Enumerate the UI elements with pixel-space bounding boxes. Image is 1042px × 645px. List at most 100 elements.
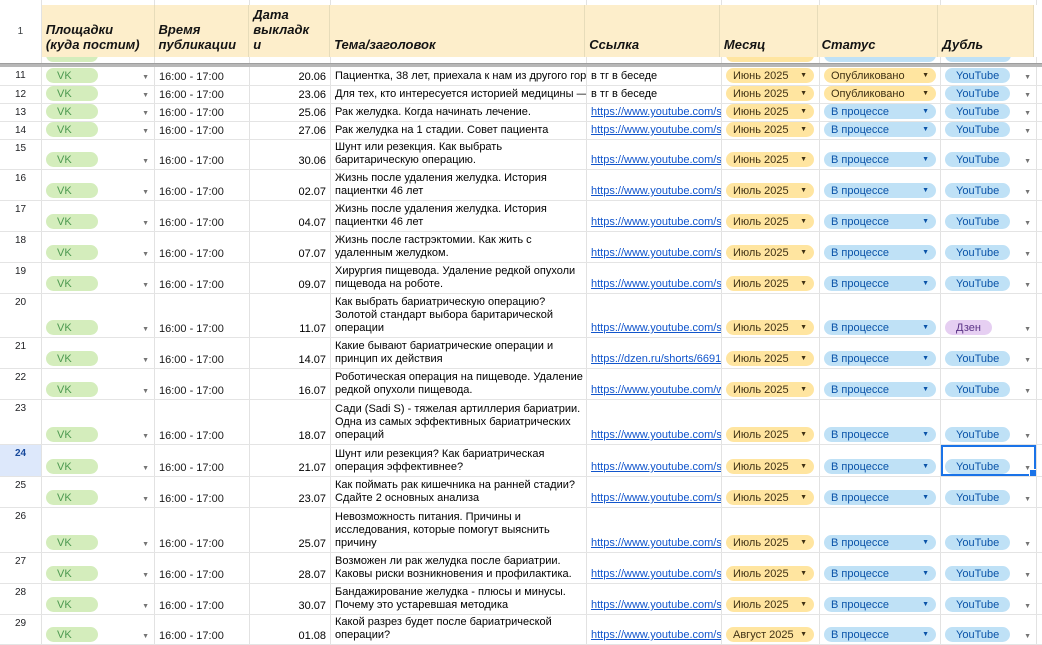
time-cell[interactable]: 16:00 - 17:00 <box>155 104 250 121</box>
month-chip[interactable]: Июнь 2025 ▼ <box>726 122 814 137</box>
link[interactable]: https://www.youtube.com/s <box>591 278 722 290</box>
dropdown-arrow-icon[interactable]: ▼ <box>1024 433 1031 440</box>
status-cell[interactable]: В процессе ▼ <box>820 294 941 337</box>
platform-cell[interactable]: VK ▼ <box>42 263 155 293</box>
double-chip[interactable]: YouTube <box>945 276 1011 291</box>
month-cell[interactable]: Июнь 2025 ▼ <box>722 104 820 121</box>
chevron-down-icon[interactable]: ▼ <box>922 355 929 362</box>
column-header-status[interactable]: Статус <box>817 5 939 57</box>
topic-cell[interactable]: Бандажирование желудка - плюсы и минусы.… <box>331 584 587 614</box>
platform-cell[interactable]: VK ▼ <box>42 400 155 444</box>
month-cell[interactable]: Июнь 2025 ▼ <box>722 122 820 139</box>
date-cell[interactable]: 25.06 <box>250 104 331 121</box>
status-cell[interactable]: В процессе ▼ <box>820 232 941 262</box>
chevron-down-icon[interactable]: ▼ <box>800 355 807 362</box>
dropdown-arrow-icon[interactable]: ▼ <box>1024 220 1031 227</box>
chevron-down-icon[interactable]: ▼ <box>922 601 929 608</box>
chevron-down-icon[interactable]: ▼ <box>800 90 807 97</box>
platform-chip[interactable]: VK <box>46 566 98 581</box>
chevron-down-icon[interactable]: ▼ <box>800 386 807 393</box>
chevron-down-icon[interactable]: ▼ <box>800 218 807 225</box>
month-chip[interactable]: Июнь 2025 ▼ <box>726 152 814 167</box>
month-cell[interactable]: Июль 2025 ▼ <box>722 445 820 476</box>
link-cell[interactable]: https://www.youtube.com/s <box>587 445 722 476</box>
link-cell[interactable]: https://dzen.ru/shorts/6691 <box>587 338 722 368</box>
status-chip[interactable]: В процессе ▼ <box>824 627 936 642</box>
status-chip[interactable]: В процессе ▼ <box>824 566 936 581</box>
link-cell[interactable]: https://www.youtube.com/s <box>587 170 722 200</box>
topic-cell[interactable]: Для тех, кто интересуется историей медиц… <box>331 86 587 103</box>
platform-chip[interactable]: VK <box>46 427 98 442</box>
chevron-down-icon[interactable]: ▼ <box>800 631 807 638</box>
double-cell[interactable]: YouTube ▼ <box>941 477 1037 507</box>
chevron-down-icon[interactable]: ▼ <box>922 570 929 577</box>
date-cell[interactable]: 25.07 <box>250 508 331 552</box>
platform-cell[interactable]: VK ▼ <box>42 67 155 85</box>
platform-cell[interactable]: VK ▼ <box>42 445 155 476</box>
double-chip[interactable]: YouTube <box>945 382 1011 397</box>
platform-cell[interactable]: VK ▼ <box>42 86 155 103</box>
link[interactable]: https://www.youtube.com/s <box>591 429 722 441</box>
link-cell[interactable]: в тг в беседе <box>587 67 722 85</box>
platform-chip[interactable]: VK <box>46 597 98 612</box>
time-cell[interactable]: 16:00 - 17:00 <box>155 615 250 644</box>
double-chip[interactable]: YouTube <box>945 627 1011 642</box>
status-chip[interactable]: В процессе ▼ <box>824 351 936 366</box>
link-cell[interactable]: https://www.youtube.com/s <box>587 508 722 552</box>
link-cell[interactable]: в тг в беседе <box>587 86 722 103</box>
chevron-down-icon[interactable]: ▼ <box>800 494 807 501</box>
status-cell[interactable]: В процессе ▼ <box>820 201 941 231</box>
link-cell[interactable]: https://www.youtube.com/s <box>587 232 722 262</box>
month-cell[interactable]: Июль 2025 ▼ <box>722 338 820 368</box>
column-header-month[interactable]: Месяц <box>719 5 818 57</box>
chevron-down-icon[interactable]: ▼ <box>800 463 807 470</box>
dropdown-arrow-icon[interactable]: ▼ <box>142 603 149 610</box>
dropdown-arrow-icon[interactable]: ▼ <box>142 158 149 165</box>
dropdown-arrow-icon[interactable]: ▼ <box>1024 110 1031 117</box>
platform-chip[interactable]: VK <box>46 535 98 550</box>
month-cell[interactable]: Июль 2025 ▼ <box>722 294 820 337</box>
platform-chip[interactable]: VK <box>46 152 98 167</box>
topic-cell[interactable]: Как поймать рак кишечника на ранней стад… <box>331 477 587 507</box>
dropdown-arrow-icon[interactable]: ▼ <box>142 541 149 548</box>
time-cell[interactable]: 16:00 - 17:00 <box>155 263 250 293</box>
month-chip[interactable]: Июль 2025 ▼ <box>726 382 814 397</box>
chevron-down-icon[interactable]: ▼ <box>800 126 807 133</box>
link[interactable]: https://www.youtube.com/s <box>591 461 722 473</box>
chevron-down-icon[interactable]: ▼ <box>800 324 807 331</box>
platform-cell[interactable]: VK ▼ <box>42 104 155 121</box>
link-cell[interactable]: https://www.youtube.com/s <box>587 140 722 169</box>
double-chip[interactable]: YouTube <box>945 566 1011 581</box>
topic-cell[interactable]: Пациентка, 38 лет, приехала к нам из дру… <box>331 67 587 85</box>
double-cell[interactable]: YouTube ▼ <box>941 140 1037 169</box>
dropdown-arrow-icon[interactable]: ▼ <box>142 110 149 117</box>
dropdown-arrow-icon[interactable]: ▼ <box>1024 541 1031 548</box>
chevron-down-icon[interactable]: ▼ <box>800 249 807 256</box>
link-cell[interactable]: https://www.youtube.com/s <box>587 477 722 507</box>
status-cell[interactable]: В процессе ▼ <box>820 369 941 399</box>
chevron-down-icon[interactable]: ▼ <box>800 601 807 608</box>
status-chip[interactable]: В процессе ▼ <box>824 427 936 442</box>
status-cell[interactable]: В процессе ▼ <box>820 338 941 368</box>
status-chip[interactable]: В процессе ▼ <box>824 214 936 229</box>
platform-chip[interactable]: VK <box>46 276 98 291</box>
time-cell[interactable]: 16:00 - 17:00 <box>155 232 250 262</box>
time-cell[interactable]: 16:00 - 17:00 <box>155 170 250 200</box>
dropdown-arrow-icon[interactable]: ▼ <box>142 189 149 196</box>
month-chip[interactable]: Июль 2025 ▼ <box>726 566 814 581</box>
status-cell[interactable]: В процессе ▼ <box>820 122 941 139</box>
status-cell[interactable]: В процессе ▼ <box>820 170 941 200</box>
time-cell[interactable]: 16:00 - 17:00 <box>155 140 250 169</box>
month-cell[interactable]: Июль 2025 ▼ <box>722 201 820 231</box>
chevron-down-icon[interactable]: ▼ <box>922 249 929 256</box>
platform-chip[interactable]: VK <box>46 351 98 366</box>
topic-cell[interactable]: Рак желудка на 1 стадии. Совет пациента <box>331 122 587 139</box>
time-cell[interactable]: 16:00 - 17:00 <box>155 86 250 103</box>
double-chip[interactable]: YouTube <box>945 86 1011 101</box>
chevron-down-icon[interactable]: ▼ <box>800 570 807 577</box>
topic-cell[interactable]: Рак желудка. Когда начинать лечение. <box>331 104 587 121</box>
double-cell[interactable]: YouTube ▼ <box>941 104 1037 121</box>
status-cell[interactable]: В процессе ▼ <box>820 615 941 644</box>
dropdown-arrow-icon[interactable]: ▼ <box>142 251 149 258</box>
platform-chip[interactable]: VK <box>46 122 98 137</box>
